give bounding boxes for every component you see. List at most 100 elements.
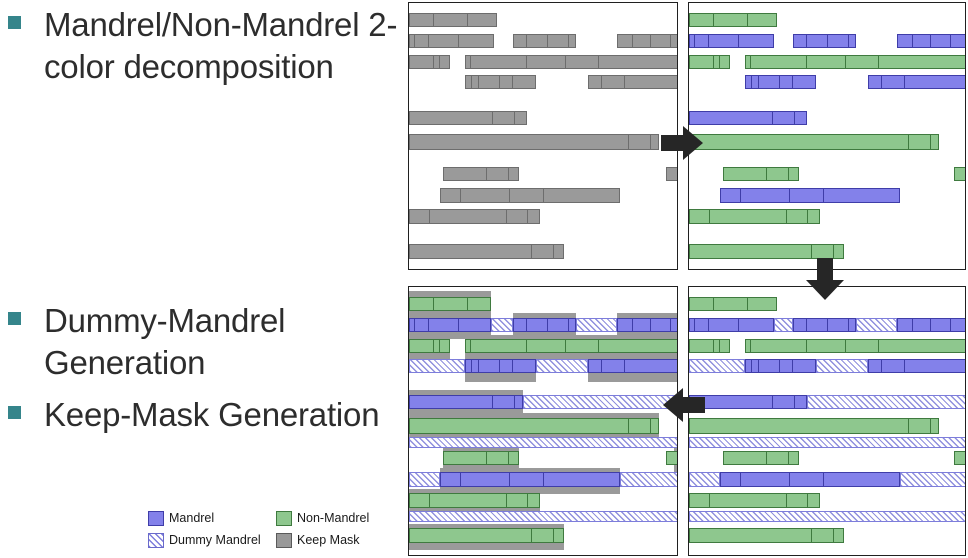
layout-segment-dummy xyxy=(491,318,513,332)
segment-divider xyxy=(628,419,629,433)
segment-divider xyxy=(547,35,548,47)
segment-divider xyxy=(845,340,846,352)
layout-segment-blue xyxy=(745,75,816,89)
segment-divider xyxy=(429,210,430,223)
layout-track xyxy=(689,134,965,150)
layout-track xyxy=(689,167,965,181)
segment-divider xyxy=(601,360,602,372)
segment-divider xyxy=(458,319,459,331)
layout-segment-green xyxy=(689,244,844,259)
segment-divider xyxy=(509,189,510,202)
segment-divider xyxy=(807,210,808,223)
layout-segment-green xyxy=(689,297,777,311)
segment-divider xyxy=(930,35,931,47)
segment-divider xyxy=(713,298,714,310)
layout-segment-dummy xyxy=(816,359,868,373)
segment-divider xyxy=(708,319,709,331)
bullet-square-icon xyxy=(8,16,21,29)
layout-segment-dummy xyxy=(807,395,965,409)
segment-divider xyxy=(650,135,651,149)
layout-segment-green xyxy=(689,134,939,150)
layout-track xyxy=(409,111,677,125)
layout-segment-gray xyxy=(465,55,677,69)
layout-segment-dummy xyxy=(774,318,793,332)
layout-segment-gray xyxy=(409,134,659,150)
legend-entry-mandrel: Mandrel xyxy=(148,510,276,526)
segment-divider xyxy=(950,319,951,331)
layout-track xyxy=(689,395,965,409)
layout-segment-green xyxy=(689,55,730,69)
segment-divider xyxy=(912,319,913,331)
layout-segment-gray xyxy=(588,75,677,89)
layout-track xyxy=(409,13,677,27)
layout-segment-gray xyxy=(409,34,494,48)
segment-divider xyxy=(766,452,767,464)
segment-divider xyxy=(433,14,434,26)
segment-divider xyxy=(806,340,807,352)
layout-segment-blue xyxy=(689,34,774,48)
segment-divider xyxy=(738,35,739,47)
segment-divider xyxy=(460,473,461,486)
layout-segment-blue xyxy=(689,111,807,125)
layout-segment-blue xyxy=(465,359,536,373)
layout-panel-top-left xyxy=(408,2,678,270)
segment-divider xyxy=(598,56,599,68)
legend-label-keep-mask: Keep Mask xyxy=(297,533,360,547)
segment-divider xyxy=(526,35,527,47)
segment-divider xyxy=(713,56,714,68)
layout-track xyxy=(689,318,965,332)
layout-segment-gray xyxy=(443,167,519,181)
segment-divider xyxy=(531,529,532,542)
layout-track xyxy=(409,167,677,181)
layout-segment-green xyxy=(689,493,820,508)
segment-divider xyxy=(470,56,471,68)
legend-entry-non-mandrel: Non-Mandrel xyxy=(276,510,398,526)
arrow-left-icon xyxy=(663,388,705,422)
segment-divider xyxy=(547,319,548,331)
layout-segment-dummy xyxy=(536,359,588,373)
segment-divider xyxy=(772,396,773,408)
segment-divider xyxy=(433,340,434,352)
segment-divider xyxy=(471,76,472,88)
segment-divider xyxy=(827,319,828,331)
layout-segment-blue xyxy=(793,34,856,48)
layout-segment-green xyxy=(409,297,491,311)
segment-divider xyxy=(823,473,824,486)
segment-divider xyxy=(509,473,510,486)
layout-segment-gray xyxy=(409,13,497,27)
segment-divider xyxy=(433,56,434,68)
segment-divider xyxy=(565,340,566,352)
segment-divider xyxy=(758,360,759,372)
bullet-list-column: Mandrel/Non-Mandrel 2-color decompositio… xyxy=(0,0,405,558)
segment-divider xyxy=(789,189,790,202)
bullet-item-dummy-mandrel: Dummy-Mandrel Generation xyxy=(8,300,403,384)
segment-divider xyxy=(751,76,752,88)
layout-segment-gray xyxy=(409,244,564,259)
segment-divider xyxy=(492,396,493,408)
segment-divider xyxy=(779,76,780,88)
segment-divider xyxy=(439,340,440,352)
segment-divider xyxy=(553,529,554,542)
layout-track xyxy=(689,451,965,465)
layout-segment-green xyxy=(409,418,659,434)
layout-track xyxy=(409,493,677,508)
segment-divider xyxy=(670,35,671,47)
segment-divider xyxy=(789,473,790,486)
segment-divider xyxy=(694,35,695,47)
layout-segment-blue xyxy=(689,318,774,332)
layout-track xyxy=(409,359,677,373)
layout-track xyxy=(689,111,965,125)
layout-track xyxy=(409,451,677,465)
layout-segment-green xyxy=(745,55,965,69)
layout-segment-blue xyxy=(745,359,816,373)
segment-divider xyxy=(486,452,487,464)
segment-divider xyxy=(527,210,528,223)
layout-track xyxy=(409,188,677,203)
layout-track xyxy=(409,318,677,332)
bullet-label-keep-mask: Keep-Mask Generation xyxy=(44,396,380,433)
legend-label-non-mandrel: Non-Mandrel xyxy=(297,511,370,525)
layout-segment-gray xyxy=(409,111,527,125)
arrow-down-icon xyxy=(806,258,844,300)
legend-swatch-mandrel-icon xyxy=(148,510,164,526)
segment-divider xyxy=(878,56,879,68)
